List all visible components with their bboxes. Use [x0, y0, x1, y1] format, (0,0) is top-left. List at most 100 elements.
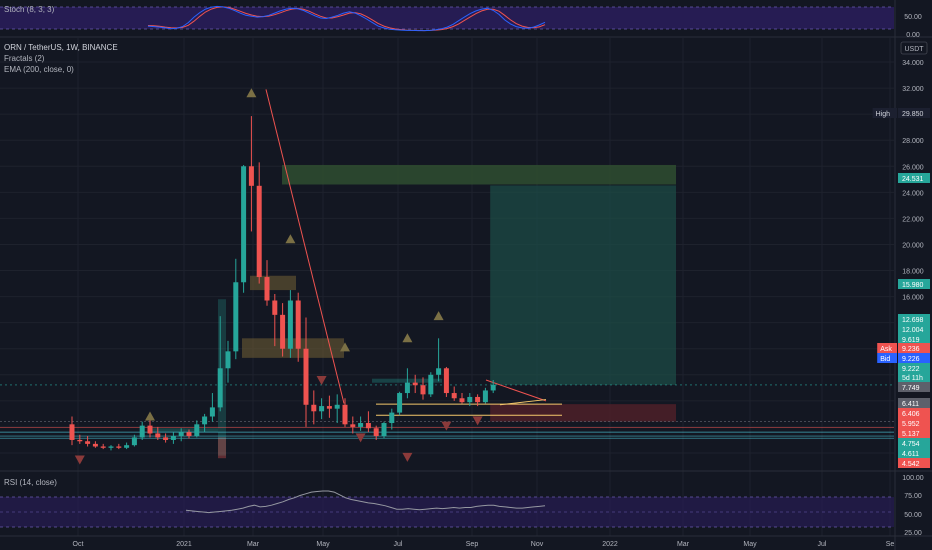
price-tag-box: [898, 343, 930, 353]
fractal-up-marker: [285, 234, 296, 244]
candle-body: [100, 446, 106, 448]
price-tick-label: 32.000: [902, 86, 924, 93]
price-tag-value: 4.754: [902, 441, 920, 448]
candle-body: [77, 439, 83, 442]
candle-body: [350, 424, 356, 427]
stoch-band: [0, 7, 894, 29]
price-tag-value: 5.137: [902, 431, 920, 438]
time-tick-label: Oct: [73, 541, 84, 548]
fractals-legend[interactable]: Fractals (2): [4, 54, 45, 63]
fractals: [74, 88, 483, 465]
price-tag-box: [898, 324, 930, 334]
price-tag-value: 15.980: [902, 282, 924, 289]
fractal-down-marker: [74, 455, 85, 465]
impulse-origin: [218, 437, 226, 459]
time-tick-label: 2021: [176, 541, 192, 548]
time-tick-label: Mar: [247, 541, 260, 548]
candle-body: [264, 277, 270, 301]
candle-body: [233, 282, 239, 352]
main-overlays: [0, 89, 894, 459]
candle-body: [475, 396, 481, 403]
stoch-tick-label: 50.00: [904, 14, 922, 21]
time-tick-label: May: [316, 541, 330, 548]
price-tag-box: [898, 418, 930, 428]
candle-body: [241, 166, 247, 283]
candle-body: [194, 424, 200, 437]
fractal-up-marker: [145, 411, 155, 421]
price-tag-box: [898, 428, 930, 438]
price-tag-box: [898, 382, 930, 392]
candle-body: [397, 393, 403, 413]
time-tick-label: Mar: [677, 541, 690, 548]
time-axis[interactable]: Oct 2021 Mar May Jul Sep Nov 2022 Mar May Jul Se: [73, 541, 895, 548]
price-tag-box: [898, 458, 930, 468]
price-tag-value: 29.850: [902, 111, 924, 118]
candle-body: [108, 446, 114, 448]
price-tick-label: 24.000: [902, 190, 924, 197]
candle-body: [280, 314, 286, 349]
price-tag-box: [898, 408, 930, 418]
fractal-up-marker: [402, 333, 413, 343]
base-zone: [152, 428, 218, 433]
candle-body: [202, 416, 208, 425]
candle-body: [451, 393, 457, 399]
price-tag-value: 5.952: [902, 421, 920, 428]
candle-body: [131, 437, 137, 446]
order-block-upper: [250, 275, 296, 291]
fractal-up-marker: [246, 88, 257, 98]
candle-body: [256, 185, 262, 278]
rsi-tick-label: 25.00: [904, 530, 922, 537]
time-tick-label: May: [743, 541, 757, 548]
price-tag-label: Ask: [880, 346, 892, 353]
price-tag-value: 4.542: [902, 461, 920, 468]
time-tick-label: Jul: [818, 541, 827, 548]
candle-body: [295, 300, 301, 349]
candle-body: [178, 432, 184, 437]
fractal-down-marker: [355, 433, 366, 443]
price-tag-value: 4.611: [902, 451, 919, 458]
downtrend-line: [265, 89, 345, 404]
price-tick-label: 22.000: [902, 216, 924, 223]
target-zone: [490, 185, 676, 385]
symbol-title[interactable]: ORN / TetherUS, 1W, BINANCE: [4, 43, 118, 52]
price-tag-box: [898, 314, 930, 324]
price-tag-value: 9.619: [902, 337, 920, 344]
wedge-line-lower: [499, 399, 547, 406]
price-tag-value: 9.226: [902, 356, 920, 363]
time-tick-label: Jul: [394, 541, 403, 548]
currency-badge-box[interactable]: [900, 41, 928, 55]
candle-body: [381, 423, 387, 437]
price-tag-value: 7.749: [902, 385, 920, 392]
candle-body: [225, 351, 231, 369]
candle-body: [404, 382, 410, 394]
time-tick-label: 2022: [602, 541, 618, 548]
rsi-legend[interactable]: RSI (14, close): [4, 478, 57, 487]
price-tag-label-box: [877, 343, 897, 353]
price-tag-label: Bid: [880, 356, 890, 363]
rsi-tick-label: 100.00: [902, 475, 924, 482]
stoch-tick-label: 0.00: [906, 32, 920, 39]
rsi-line: [185, 490, 546, 514]
wedge-line-upper: [485, 379, 547, 402]
candle-body: [170, 436, 176, 440]
time-tick-label: Nov: [531, 541, 544, 548]
candle-body: [303, 348, 309, 405]
candle-body: [272, 300, 278, 315]
price-tag-value: 9.236: [902, 346, 920, 353]
ema-legend[interactable]: EMA (200, close, 0): [4, 65, 74, 74]
price-tick-label: 34.000: [902, 60, 924, 67]
fractal-up-marker: [433, 311, 444, 321]
candle-body: [209, 407, 215, 417]
candle-body: [147, 425, 153, 434]
candle-body: [436, 368, 442, 375]
price-tag-label-box: [877, 353, 897, 363]
candle-body: [342, 404, 348, 425]
supply-zone-top: [282, 164, 676, 185]
stoch-legend[interactable]: Stoch (8, 3, 3): [4, 5, 55, 14]
price-tag-value: 9.222: [902, 366, 920, 373]
candle-body: [443, 368, 449, 394]
price-tick-label: 26.000: [902, 164, 924, 171]
candle-body: [365, 423, 371, 429]
stop-zone: [490, 404, 676, 422]
